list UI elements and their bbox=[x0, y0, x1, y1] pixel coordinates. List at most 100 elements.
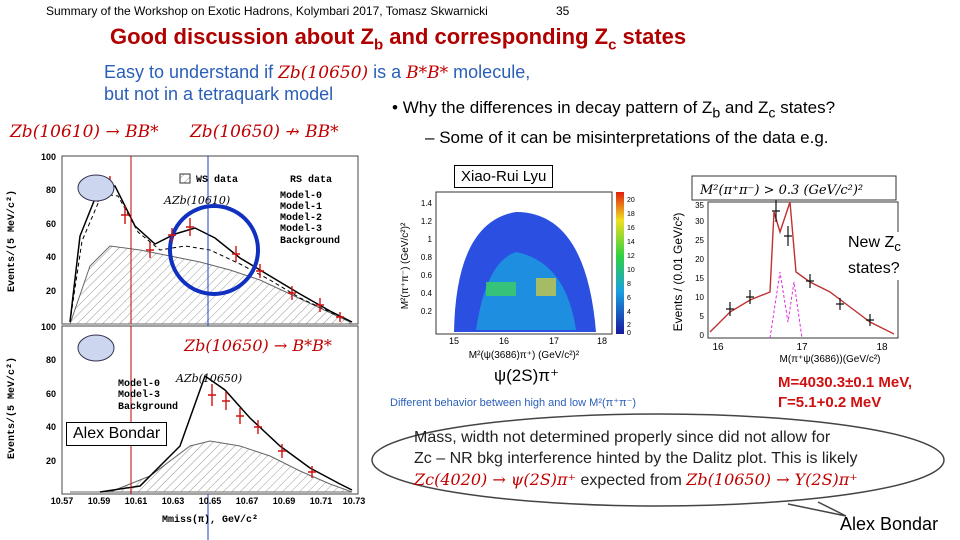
note-text: Easy to understand if bbox=[104, 62, 279, 82]
zc-xtick: 17 bbox=[796, 342, 808, 353]
legend-model-1: Model-1 bbox=[280, 201, 322, 213]
bubble-formula: Zb(10650) → Υ(2S)π⁺ bbox=[686, 470, 858, 489]
formula-zb10650: Zb(10650) ↛ BB* bbox=[190, 122, 339, 142]
bottom-ytick: 100 bbox=[41, 322, 56, 332]
bottom-annotation: AZb(10650) bbox=[175, 372, 242, 385]
dalitz-ytick: 0.4 bbox=[421, 289, 433, 298]
slide-title: Good discussion about Zb and correspondi… bbox=[110, 24, 686, 53]
dalitz-energy: √s = 4.416 GeV bbox=[466, 200, 554, 213]
zc-ylabel: Events / (0.01 GeV/c²) bbox=[671, 213, 685, 332]
bubble-line-2: Zc – NR bkg interference hinted by the D… bbox=[414, 450, 858, 467]
bubble-line-1: Mass, width not determined properly sinc… bbox=[414, 429, 831, 446]
dalitz-ztick: 16 bbox=[627, 225, 635, 232]
psi-2s-pi-label: ψ(2S)π⁺ bbox=[494, 366, 559, 385]
xtick: 10.57 bbox=[51, 496, 74, 506]
xtick: 10.61 bbox=[125, 496, 148, 506]
top-annotation: AZb(10610) bbox=[163, 194, 230, 207]
bottom-ylabel: Events/(5 MeV/c²) bbox=[6, 357, 18, 459]
dalitz-plot: √s = 4.416 GeV M²(π⁺π⁻) (GeV/c²)² 15 16 … bbox=[400, 191, 635, 361]
formula-zb10650-bb: Zb(10650) → B*B* bbox=[183, 336, 332, 355]
xtick: 10.59 bbox=[88, 496, 111, 506]
dalitz-ztick: 0 bbox=[627, 330, 631, 337]
xtick: 10.69 bbox=[273, 496, 296, 506]
legend-b-model-3: Model-3 bbox=[118, 389, 160, 401]
dalitz-ztick: 20 bbox=[627, 197, 635, 204]
zc-ytick: 0 bbox=[700, 331, 705, 340]
bottom-ytick: 60 bbox=[46, 389, 56, 399]
bullet-sub: b bbox=[712, 105, 721, 122]
zc-xtick: 18 bbox=[876, 342, 888, 353]
zc-width-value: Γ=5.1+0.2 MeV bbox=[778, 394, 882, 411]
legend-rs: RS data bbox=[290, 174, 332, 186]
bottom-ytick: 20 bbox=[46, 456, 56, 466]
zc-ytick: 15 bbox=[695, 274, 704, 283]
bottom-ytick: 80 bbox=[46, 355, 56, 365]
dalitz-xlabel: M²(ψ(3686)π⁺) (GeV/c²)² bbox=[469, 350, 580, 361]
bottom-ytick: 40 bbox=[46, 422, 56, 432]
dalitz-ztick: 12 bbox=[627, 253, 635, 260]
dalitz-xtick: 17 bbox=[549, 336, 559, 346]
legend-model-0: Model-0 bbox=[280, 190, 322, 202]
new-zc-label: New Zc states? bbox=[848, 232, 901, 281]
top-ylabel: Events/(5 MeV/c²) bbox=[6, 190, 18, 292]
dalitz-ztick: 10 bbox=[627, 267, 635, 274]
ws-swatch bbox=[179, 173, 191, 184]
title-sub-c: c bbox=[608, 36, 617, 54]
bubble-text-mid: expected from bbox=[576, 472, 687, 489]
dalitz-ylabel: M²(π⁺π⁻) (GeV/c²)² bbox=[400, 222, 411, 309]
belle-logo bbox=[77, 174, 115, 202]
bottom-fit-curve bbox=[99, 374, 353, 493]
note-text: molecule, bbox=[448, 62, 531, 82]
dalitz-ztick: 8 bbox=[627, 281, 631, 288]
dalitz-ytick: 0.6 bbox=[421, 271, 433, 280]
zc-xlabel: M(π⁺ψ(3686))(GeV/c²) bbox=[780, 354, 881, 365]
dalitz-ztick: 2 bbox=[627, 322, 631, 329]
note-text: is a bbox=[368, 62, 407, 82]
legend-b-model-0: Model-0 bbox=[118, 378, 160, 390]
dalitz-ytick: 0.8 bbox=[421, 253, 433, 262]
belle-plots: Events/(5 MeV/c²) Events/(5 MeV/c²) WS d… bbox=[6, 152, 365, 540]
bullet-text: and Z bbox=[720, 98, 769, 117]
xtick: 10.63 bbox=[162, 496, 185, 506]
header-summary: Summary of the Workshop on Exotic Hadron… bbox=[46, 4, 488, 18]
bottom-xlabel: Mmiss(π), GeV/c² bbox=[162, 514, 258, 526]
bubble-text: Mass, width not determined properly sinc… bbox=[414, 427, 858, 491]
dalitz-xtick: 16 bbox=[499, 336, 509, 346]
belle-logo bbox=[77, 334, 115, 362]
dalitz-ytick: 1.2 bbox=[421, 217, 433, 226]
bullet-sub: c bbox=[768, 105, 776, 122]
alex-bondar-label-right: Alex Bondar bbox=[840, 514, 939, 534]
note-formula: Zb(10650) bbox=[278, 63, 369, 83]
cut-label: M²(π⁺π⁻) > 0.3 (GeV/c²)² bbox=[699, 183, 863, 198]
bubble-outline bbox=[371, 413, 945, 507]
top-hatched-bg bbox=[69, 245, 351, 325]
xtick: 10.71 bbox=[310, 496, 333, 506]
zc-ytick: 30 bbox=[695, 217, 704, 226]
formula-zb10610: Zb(10610) → BB* bbox=[10, 122, 159, 142]
bullet-question: • Why the differences in decay pattern o… bbox=[392, 98, 836, 122]
dalitz-ytick: 1 bbox=[428, 235, 433, 244]
legend-ws: WS data bbox=[196, 174, 238, 186]
new-zc-text: states? bbox=[848, 260, 900, 278]
dalitz-colorbar bbox=[616, 192, 624, 334]
top-ytick: 40 bbox=[46, 252, 56, 262]
zc-ytick: 20 bbox=[695, 255, 704, 264]
alex-bondar-label-left: Alex Bondar bbox=[66, 422, 168, 446]
zc-mass-value: M=4030.3±0.1 MeV, bbox=[778, 374, 913, 391]
top-ytick: 60 bbox=[46, 219, 56, 229]
note-line-2: but not in a tetraquark model bbox=[104, 84, 334, 104]
xtick: 10.67 bbox=[236, 496, 259, 506]
bubble-tail bbox=[787, 501, 847, 517]
title-part: and corresponding Z bbox=[383, 24, 609, 49]
different-behavior-note: Different behavior between high and low … bbox=[390, 397, 637, 409]
xtick: 10.65 bbox=[199, 496, 222, 506]
page-number: 35 bbox=[556, 4, 570, 18]
zc-mass-plot: M²(π⁺π⁻) > 0.3 (GeV/c²)² Events / (0.01 … bbox=[671, 175, 899, 365]
top-model-curve bbox=[69, 193, 353, 323]
zc-signal-curve bbox=[769, 271, 803, 339]
bottom-data-points bbox=[208, 384, 316, 478]
bottom-hatched-bg bbox=[70, 440, 353, 493]
cut-box bbox=[691, 175, 897, 201]
zc-xtick: 16 bbox=[712, 342, 724, 353]
legend-model-3: Model-3 bbox=[280, 223, 322, 235]
